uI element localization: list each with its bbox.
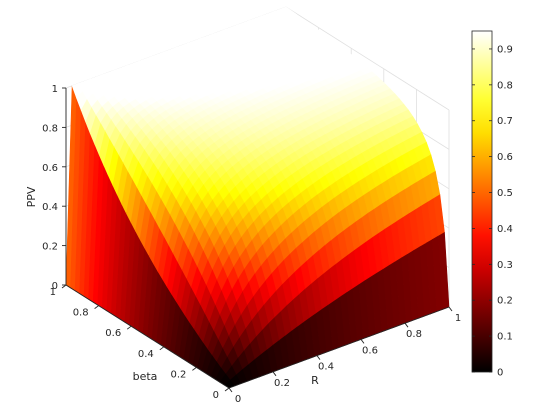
- x-tick-mark: [228, 387, 233, 393]
- y-tick-mark: [126, 325, 132, 330]
- z-tick-label: 0.4: [42, 202, 58, 213]
- z-tick-label: 1: [52, 84, 58, 95]
- y-tick-mark: [159, 346, 165, 351]
- y-tick-mark: [224, 387, 230, 392]
- z-tick-label: 0.8: [42, 123, 58, 134]
- x-tick-label: 0.4: [318, 362, 334, 373]
- colorbar-tick-label: 0: [497, 368, 503, 379]
- z-axis-label: PPV: [25, 186, 38, 207]
- colorbar-tick-label: 0.9: [497, 44, 513, 55]
- grid-line: [285, 6, 450, 111]
- y-axis-line: [65, 284, 230, 389]
- x-tick-mark: [360, 339, 365, 344]
- colorbar-tick-label: 0.2: [497, 296, 513, 307]
- y-tick-label: 0.6: [105, 328, 121, 339]
- colorbar-ticks: 0 0.1 0.2 0.3 0.4 0.5 0.6 0.7 0.8 0.9: [472, 44, 513, 379]
- colorbar-tick-label: 0.3: [497, 260, 513, 271]
- x-tick-label: 0: [235, 394, 241, 405]
- y-tick-label: 0.4: [138, 349, 154, 360]
- y-tick-label: 0: [213, 390, 219, 401]
- y-tick-mark: [94, 305, 99, 309]
- x-tick-mark: [316, 355, 321, 360]
- x-tick-label: 1: [455, 313, 461, 324]
- colorbar-tick-label: 0.6: [497, 152, 513, 163]
- z-tick-label: 0: [52, 281, 58, 292]
- y-tick-mark: [61, 284, 67, 289]
- x-tick-label: 0.6: [362, 345, 378, 356]
- colorbar-tick-label: 0.1: [497, 332, 513, 343]
- colorbar: [471, 30, 493, 373]
- y-tick-mark: [192, 367, 197, 371]
- x-tick-mark: [272, 371, 277, 377]
- axes-layer: [65, 88, 450, 389]
- colorbar-tick-label: 0.8: [497, 80, 513, 91]
- colorbar-tick-label: 0.4: [497, 224, 513, 235]
- y-tick-label: 1: [50, 287, 56, 298]
- colorbar-tick-label: 0.5: [497, 188, 513, 199]
- y-tick-label: 0.8: [73, 308, 89, 319]
- z-tick-label: 0.6: [42, 163, 58, 174]
- x-tick-label: 0.8: [406, 329, 422, 340]
- x-tick-mark: [404, 322, 409, 328]
- y-tick-label: 0.2: [170, 369, 186, 380]
- x-tick-label: 0.2: [274, 378, 290, 389]
- x-axis-line: [228, 306, 450, 389]
- z-tick-label: 0.2: [42, 242, 58, 253]
- surface-layer: [65, 6, 450, 389]
- colorbar-tick-label: 0.7: [497, 116, 513, 127]
- x-axis-label: R: [311, 374, 319, 387]
- y-axis-label: beta: [133, 370, 158, 383]
- x-tick-mark: [448, 306, 453, 312]
- ticks-layer: 00.20.40.60.8100.20.40.60.8100.20.40.60.…: [42, 84, 461, 405]
